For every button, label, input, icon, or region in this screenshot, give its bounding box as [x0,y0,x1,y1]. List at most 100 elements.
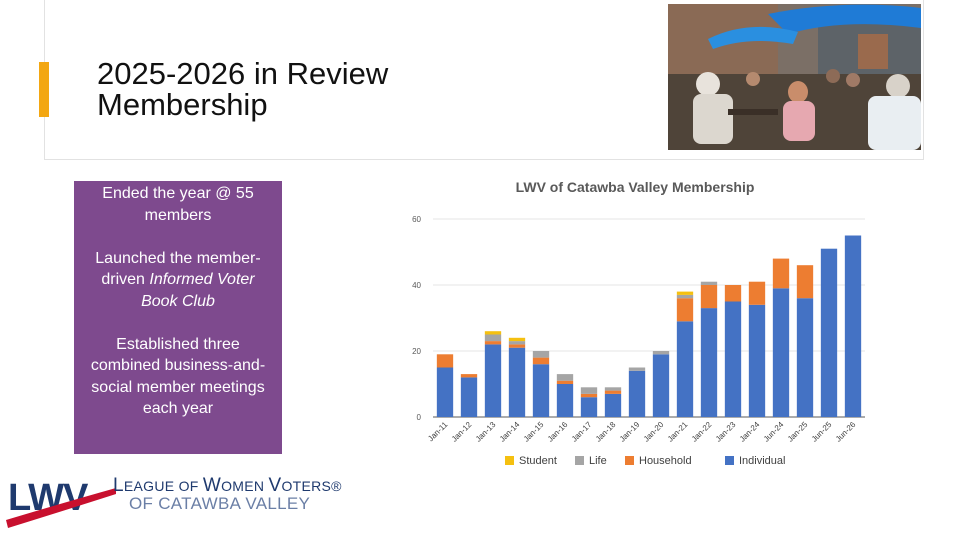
bar-household-13 [748,281,766,305]
bar-individual-0 [436,367,454,417]
bar-household-11 [700,285,718,309]
logo-swoosh [6,488,116,528]
bar-individual-5 [556,384,574,417]
x-tick-label: Jan-16 [546,420,570,444]
legend-swatch-individual [725,456,734,465]
y-tick-label: 20 [412,347,421,356]
x-tick-label: Jan-12 [450,420,474,444]
slide-title: 2025-2026 in Review Membership [97,58,388,120]
legend-label-student: Student [519,455,557,467]
bar-student-10 [676,291,694,295]
meeting-photo [668,4,921,150]
bar-household-1 [460,374,478,378]
x-tick-label: Jan-21 [666,420,690,444]
bar-life-3 [508,341,526,345]
logo-oters: OTERS [281,478,332,494]
bar-household-3 [508,344,526,348]
slide-title-line2: Membership [97,87,268,122]
x-tick-label: Jan-14 [498,420,522,444]
highlight-members: Ended the year @ 55 members [102,185,254,224]
bar-life-4 [532,351,550,358]
bar-individual-6 [580,397,598,417]
x-tick-label: Jun-26 [834,420,858,444]
legend-label-household: Household [639,455,692,467]
bar-household-10 [676,298,694,322]
bar-household-5 [556,380,574,384]
bar-household-14 [772,258,790,289]
x-tick-label: Jan-17 [570,420,594,444]
x-tick-label: Jan-22 [690,420,714,444]
bar-household-7 [604,390,622,394]
bar-individual-2 [484,344,502,417]
bar-individual-3 [508,347,526,417]
bar-individual-8 [628,370,646,417]
bar-individual-7 [604,393,622,417]
highlight-book-club: Launched the member-driven Informed Vote… [84,248,272,313]
bar-individual-11 [700,308,718,417]
highlights-callout: Ended the year @ 55 members Launched the… [74,181,282,454]
bar-household-15 [796,265,814,299]
bar-household-6 [580,393,598,398]
bar-individual-12 [724,301,742,417]
bar-individual-14 [772,288,790,417]
bar-life-10 [676,294,694,299]
lwv-logo-mark: LWV [6,477,116,528]
lwv-logo: LWV LEAGUE OF WOMEN VOTERS® OF CATAWBA V… [6,472,386,540]
bar-student-3 [508,337,526,342]
logo-chapter-name: OF CATAWBA VALLEY [129,494,311,513]
bar-individual-1 [460,377,478,417]
highlight-book-club-prefix: Launched the member-driven [95,249,261,289]
bar-individual-13 [748,304,766,417]
legend-swatch-household [625,456,634,465]
x-tick-label: Jun-24 [762,420,786,444]
bar-individual-10 [676,321,694,417]
bar-household-2 [484,341,502,345]
x-tick-label: Jan-11 [426,420,450,444]
chart-title: LWV of Catawba Valley Membership [515,179,755,195]
logo-omen: OMEN [221,478,269,494]
logo-w: W [202,475,222,496]
y-tick-label: 40 [412,281,421,290]
bar-individual-15 [796,298,814,417]
x-tick-label: Jun-25 [810,420,834,444]
meeting-photo-illustration [668,4,921,150]
x-tick-label: Jan-25 [786,420,810,444]
x-tick-label: Jan-24 [738,420,762,444]
x-tick-label: Jan-19 [618,420,642,444]
logo-eague: EAGUE [123,478,179,494]
y-tick-label: 0 [417,413,422,422]
bar-life-2 [484,334,502,342]
logo-of: OF [178,478,203,494]
bar-individual-9 [652,354,670,417]
bar-individual-4 [532,364,550,417]
legend-label-life: Life [589,455,607,467]
bar-life-7 [604,387,622,391]
bar-household-12 [724,285,742,302]
membership-chart: LWV of Catawba Valley Membership 0 20 40 60… [395,175,875,475]
bar-household-0 [436,354,454,368]
bar-life-11 [700,281,718,285]
logo-v: V [268,475,282,496]
title-accent-bar [39,62,49,117]
x-tick-label: Jan-18 [594,420,618,444]
y-tick-label: 60 [412,215,421,224]
bar-life-8 [628,367,646,371]
bar-student-2 [484,331,502,335]
bar-household-4 [532,357,550,365]
highlight-meetings: Established three combined business-and-… [90,335,266,418]
x-tick-label: Jan-15 [522,420,546,444]
logo-l: L [113,475,124,496]
x-tick-label: Jan-13 [474,420,498,444]
legend-swatch-life [575,456,584,465]
bar-individual-16 [820,248,838,417]
legend-swatch-student [505,456,514,465]
bar-life-6 [580,387,598,394]
legend-label-individual: Individual [739,455,785,467]
bar-individual-17 [844,235,862,417]
x-tick-label: Jan-23 [714,420,738,444]
bar-life-9 [652,351,670,355]
logo-registered: ® [331,478,342,494]
x-tick-label: Jan-20 [642,420,666,444]
slide-title-line1: 2025-2026 in Review [97,56,389,91]
